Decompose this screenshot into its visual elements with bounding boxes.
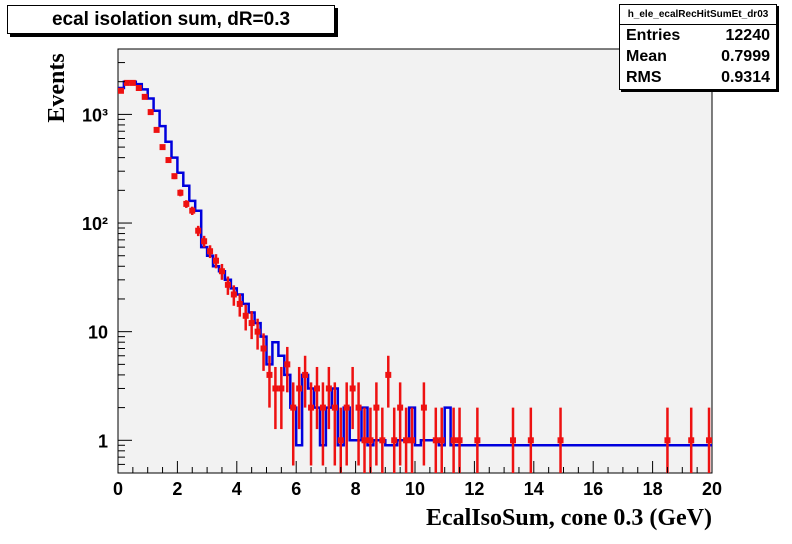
stats-value: 0.9314: [721, 68, 770, 86]
x-tick-label: 20: [702, 479, 722, 499]
data-point: [213, 257, 220, 264]
x-tick-label: 12: [464, 479, 484, 499]
stats-value: 0.7999: [721, 47, 770, 65]
data-point: [129, 79, 136, 86]
data-point: [308, 404, 315, 411]
data-point: [331, 404, 338, 411]
data-point: [224, 281, 231, 288]
data-point: [272, 385, 279, 392]
data-point: [290, 404, 297, 411]
y-tick-label: 10: [88, 323, 108, 343]
x-tick-label: 18: [643, 479, 663, 499]
data-point: [296, 385, 303, 392]
data-point: [557, 437, 564, 444]
data-point: [373, 404, 380, 411]
stats-value: 12240: [725, 26, 771, 44]
data-point: [284, 361, 291, 368]
data-point: [123, 79, 130, 86]
data-point: [361, 437, 368, 444]
chart-title: ecal isolation sum, dR=0.3: [51, 8, 291, 30]
data-point: [706, 437, 713, 444]
stats-row-rms: RMS 0.9314: [620, 67, 776, 88]
data-point: [207, 248, 214, 255]
histogram-name: h_ele_ecalRecHitSumEt_dr03: [620, 5, 776, 25]
data-point: [343, 404, 350, 411]
data-point: [319, 404, 326, 411]
data-point: [177, 189, 184, 196]
data-point: [474, 437, 481, 444]
data-point: [218, 268, 225, 275]
data-point: [438, 437, 445, 444]
stats-label: RMS: [626, 68, 662, 86]
data-point: [260, 345, 267, 352]
data-point: [195, 227, 202, 234]
data-point: [450, 437, 457, 444]
x-axis-label: EcalIsoSum, cone 0.3 (GeV): [426, 505, 712, 531]
data-point: [527, 437, 534, 444]
stats-label: Mean: [626, 47, 667, 65]
stats-label: Entries: [626, 26, 681, 44]
stats-row-entries: Entries 12240: [620, 25, 776, 46]
data-point: [242, 312, 249, 319]
data-point: [171, 173, 178, 180]
data-point: [349, 385, 356, 392]
x-tick-label: 10: [405, 479, 425, 499]
data-point: [409, 437, 416, 444]
y-tick-label: 10³: [82, 105, 108, 125]
data-point: [325, 385, 332, 392]
y-axis-label: Events: [44, 53, 70, 122]
data-point: [159, 144, 166, 151]
x-tick-label: 8: [351, 479, 361, 499]
data-point: [313, 385, 320, 392]
stats-row-mean: Mean 0.7999: [620, 46, 776, 67]
statistics-box: h_ele_ecalRecHitSumEt_dr03 Entries 12240…: [619, 4, 777, 90]
data-point: [367, 437, 374, 444]
x-tick-label: 0: [113, 479, 123, 499]
x-tick-label: 6: [291, 479, 301, 499]
data-point: [248, 320, 255, 327]
data-point: [337, 437, 344, 444]
data-point: [355, 404, 362, 411]
data-point: [385, 371, 392, 378]
data-point: [379, 437, 386, 444]
data-point: [236, 300, 243, 307]
data-point: [153, 126, 160, 133]
plot-content: [117, 79, 713, 473]
data-point: [189, 207, 196, 214]
axes: 0 2 4 6 8 10 12 14 16 18 20 1 10 10² 10³: [82, 48, 722, 499]
data-point: [147, 109, 154, 116]
data-point: [664, 437, 671, 444]
data-point: [432, 437, 439, 444]
x-tick-label: 4: [232, 479, 242, 499]
data-point: [141, 93, 148, 100]
data-point: [420, 404, 427, 411]
x-tick-label: 14: [524, 479, 544, 499]
data-point: [183, 200, 190, 207]
x-tick-label: 2: [172, 479, 182, 499]
data-point: [266, 371, 273, 378]
data-point: [302, 371, 309, 378]
data-point: [456, 437, 463, 444]
y-tick-label: 1: [98, 431, 108, 451]
chart-title-box: ecal isolation sum, dR=0.3: [7, 5, 335, 34]
data-point: [397, 404, 404, 411]
data-point: [403, 437, 410, 444]
data-point: [254, 328, 261, 335]
data-point: [201, 238, 208, 245]
data-point: [135, 85, 142, 92]
data-point: [165, 157, 172, 164]
data-point: [510, 437, 517, 444]
data-point: [391, 437, 398, 444]
data-point: [688, 437, 695, 444]
data-point: [278, 385, 285, 392]
data-point: [117, 87, 124, 94]
y-tick-label: 10²: [82, 214, 108, 234]
x-tick-label: 16: [583, 479, 603, 499]
data-point: [230, 291, 237, 298]
